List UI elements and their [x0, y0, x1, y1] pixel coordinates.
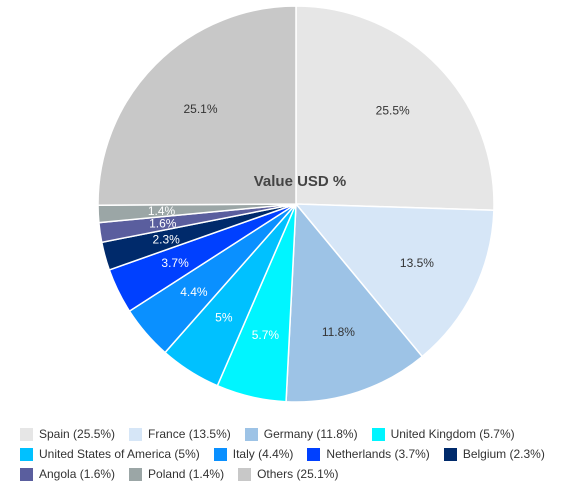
pie-slice-others — [97, 5, 297, 206]
legend-swatch — [244, 427, 258, 441]
legend-row: United States of America (5%) Italy (4.4%… — [20, 444, 580, 464]
legend-row: Spain (25.5%) France (13.5%) Germany (11.8… — [20, 424, 580, 444]
slice-label-others: 25.1% — [183, 102, 217, 116]
pie-chart: 25.5% 13.5% 11.8% 5.7% 5% 4.4% 3.7% 2.3% 1.6%1.4… — [97, 5, 495, 403]
legend-item[interactable]: Spain (25.5%) — [20, 427, 115, 441]
pie-slices — [97, 5, 495, 403]
legend-item[interactable]: Netherlands (3.7%) — [307, 447, 430, 461]
pie-slice-spain — [295, 5, 495, 211]
legend-item[interactable]: Belgium (2.3%) — [443, 447, 545, 461]
legend-row: Angola (1.6%) Poland (1.4%) Others (25.1%) — [20, 464, 580, 484]
legend-label: France (13.5%) — [148, 427, 231, 441]
legend-label: United States of America (5%) — [39, 447, 200, 461]
legend-label: Others (25.1%) — [257, 467, 339, 481]
legend-label: Angola (1.6%) — [39, 467, 116, 481]
chart-title: Value USD % — [254, 173, 347, 190]
legend-swatch — [129, 467, 143, 481]
legend-swatch — [238, 467, 252, 481]
chart-legend: Spain (25.5%) France (13.5%) Germany (11.8… — [20, 424, 580, 484]
legend-swatch — [20, 467, 33, 481]
legend-label: Italy (4.4%) — [232, 447, 294, 461]
legend-swatch — [129, 427, 143, 441]
slice-label-belgium: 2.3% — [152, 233, 180, 247]
legend-label: Germany (11.8%) — [263, 427, 358, 441]
legend-item[interactable]: Angola (1.6%) — [20, 467, 115, 481]
slice-label-spain: 25.5% — [376, 103, 410, 117]
legend-swatch — [307, 447, 321, 461]
slice-label-poland: 1.4% — [148, 204, 176, 218]
legend-swatch — [443, 447, 457, 461]
slice-label-angola: 1.6% — [149, 216, 177, 230]
legend-item[interactable]: United States of America (5%) — [20, 447, 200, 461]
legend-swatch — [213, 447, 227, 461]
legend-label: Poland (1.4%) — [148, 467, 225, 481]
legend-item[interactable]: United Kingdom (5.7%) — [371, 427, 515, 441]
slice-label-italy: 4.4% — [180, 285, 208, 299]
slice-label-france: 13.5% — [400, 256, 434, 270]
slice-label-united-kingdom: 5.7% — [252, 328, 280, 342]
legend-item[interactable]: Poland (1.4%) — [129, 467, 224, 481]
legend-label: United Kingdom (5.7%) — [390, 427, 515, 441]
legend-label: Belgium (2.3%) — [462, 447, 545, 461]
legend-item[interactable]: Others (25.1%) — [238, 467, 338, 481]
legend-item[interactable]: Italy (4.4%) — [213, 447, 294, 461]
pie-slice-germany — [285, 202, 424, 403]
pie-slice-labels: 25.5% 13.5% 11.8% 5.7% 5% 4.4% 3.7% 2.3% 1.6%1.4… — [148, 102, 434, 342]
legend-swatch — [20, 447, 33, 461]
legend-label: Spain (25.5%) — [39, 427, 116, 441]
legend-item[interactable]: Germany (11.8%) — [244, 427, 358, 441]
legend-item[interactable]: France (13.5%) — [129, 427, 231, 441]
slice-label-netherlands: 3.7% — [161, 256, 189, 270]
pie-slice-france — [294, 203, 495, 358]
legend-swatch — [371, 427, 385, 441]
slice-label-united-states-of-america: 5% — [215, 311, 233, 325]
legend-swatch — [20, 427, 33, 441]
legend-label: Netherlands (3.7%) — [326, 447, 430, 461]
slice-label-germany: 11.8% — [322, 325, 355, 339]
